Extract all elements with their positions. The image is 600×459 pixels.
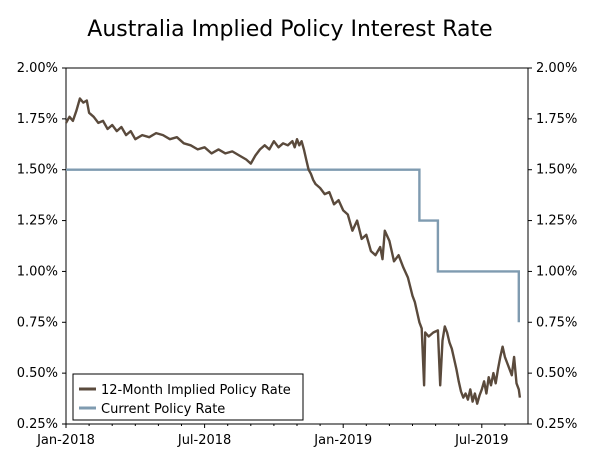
- y-right-tick-label: 0.25%: [536, 417, 577, 432]
- x-tick-label: Jan-2019: [313, 433, 372, 448]
- y-right-tick-label: 2.00%: [536, 61, 577, 76]
- y-right-tick-label: 1.75%: [536, 112, 577, 127]
- x-tick-label: Jul-2019: [454, 433, 508, 448]
- y-axis-left: 0.25% 0.50% 0.75% 1.00% 1.25% 1.50% 1.75% 2.00%: [17, 61, 66, 432]
- legend-box: [72, 373, 304, 421]
- y-right-tick-label: 1.00%: [536, 264, 577, 279]
- y-right-tick-label: 1.50%: [536, 163, 577, 178]
- y-left-tick-label: 1.00%: [17, 264, 58, 279]
- y-left-tick-label: 0.50%: [17, 366, 58, 381]
- y-left-tick-label: 2.00%: [17, 61, 58, 76]
- series-current-policy-rate-line: [66, 168, 520, 323]
- y-left-tick-label: 1.25%: [17, 214, 58, 229]
- y-left-tick-label: 1.75%: [17, 112, 58, 127]
- y-left-tick-label: 1.50%: [17, 163, 58, 178]
- y-right-tick-label: 0.75%: [536, 315, 577, 330]
- plot-area-frame: [65, 67, 529, 425]
- legend-label-policy: Current Policy Rate: [101, 402, 225, 417]
- y-axis-right: 0.25% 0.50% 0.75% 1.00% 1.25% 1.50% 1.75% 2.00%: [528, 61, 577, 432]
- y-right-tick-label: 1.25%: [536, 214, 577, 229]
- x-tick-label: Jan-2018: [36, 433, 95, 448]
- y-right-tick-label: 0.50%: [536, 366, 577, 381]
- legend-label-implied: 12-Month Implied Policy Rate: [101, 383, 291, 398]
- series-implied-policy-rate-line: [64, 97, 522, 405]
- y-left-tick-label: 0.75%: [17, 315, 58, 330]
- y-left-tick-label: 0.25%: [17, 417, 58, 432]
- legend: 12-Month Implied Policy Rate Current Pol…: [72, 373, 304, 421]
- x-axis: Jan-2018 Jul-2018 Jan-2019 Jul-2019: [36, 424, 509, 448]
- chart-title: Australia Implied Policy Interest Rate: [87, 17, 492, 42]
- x-tick-label: Jul-2018: [177, 433, 231, 448]
